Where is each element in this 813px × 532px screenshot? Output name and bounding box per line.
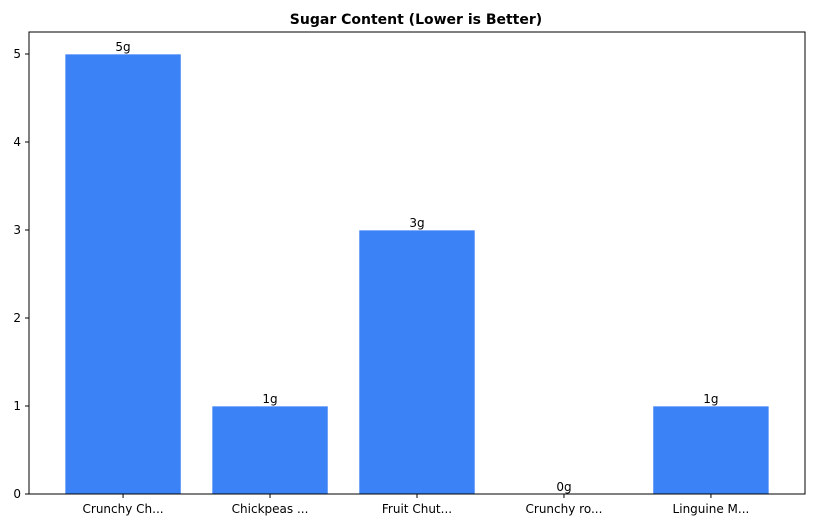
bar-4	[652, 405, 770, 495]
x-tick-label-0: Crunchy Ch...	[83, 502, 164, 516]
data-label-4: 1g	[703, 392, 718, 406]
data-label-0: 5g	[115, 40, 130, 54]
data-label-2: 3g	[409, 216, 424, 230]
x-tick-label-2: Fruit Chut...	[382, 502, 452, 516]
plot-frame	[28, 31, 806, 495]
y-tick-label-1: 1	[13, 399, 21, 413]
data-label-3: 0g	[556, 480, 571, 494]
y-tick-label-0: 0	[13, 487, 21, 501]
x-tick-label-1: Chickpeas ...	[232, 502, 309, 516]
x-tick-label-4: Linguine M...	[673, 502, 750, 516]
bar-0	[64, 53, 182, 495]
y-tick-label-2: 2	[13, 311, 21, 325]
bar-2	[358, 229, 476, 495]
chart-title: Sugar Content (Lower is Better)	[290, 12, 542, 28]
y-tick-label-4: 4	[13, 135, 21, 149]
x-tick-label-3: Crunchy ro...	[526, 502, 603, 516]
data-label-1: 1g	[262, 392, 277, 406]
y-tick-label-3: 3	[13, 223, 21, 237]
y-tick-label-5: 5	[13, 47, 21, 61]
bar-1	[211, 405, 329, 495]
